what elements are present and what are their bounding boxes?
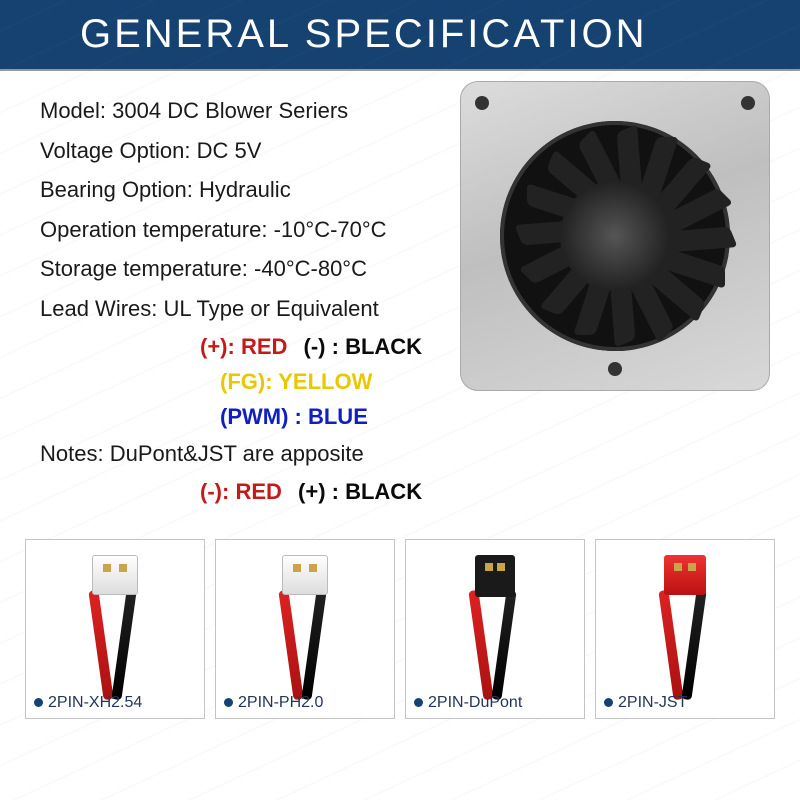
fan-hub (560, 181, 670, 291)
screw-hole (741, 96, 755, 110)
connector-label: 2PIN-XH2.54 (34, 694, 142, 712)
content-area: Model: 3004 DC Blower Seriers Voltage Op… (0, 71, 800, 509)
connector-card: 2PIN-DuPont (405, 539, 585, 719)
wire-colors-line4: (-): RED (+) : BLACK (40, 474, 480, 509)
spec-st-temp: Storage temperature: -40°C-80°C (40, 249, 480, 289)
header-bar: GENERAL SPECIFICATION (0, 0, 800, 71)
spec-list: Model: 3004 DC Blower Seriers Voltage Op… (40, 91, 480, 509)
wire-colors-line3: (PWM) : BLUE (40, 399, 480, 434)
connector-label: 2PIN-JST (604, 694, 687, 712)
plug-white (282, 555, 328, 595)
wire-red (658, 590, 683, 700)
page-title: GENERAL SPECIFICATION (80, 12, 648, 56)
connector-label: 2PIN-PH2.0 (224, 694, 323, 712)
wire-black (301, 590, 326, 700)
connector-label: 2PIN-DuPont (414, 694, 522, 712)
cable-graphic (216, 550, 394, 690)
wire-colors-line2: (FG): YELLOW (40, 364, 480, 399)
cable-graphic (26, 550, 204, 690)
screw-hole (608, 362, 622, 376)
wire-red (468, 590, 493, 700)
wire-colors-line1: (+): RED (-) : BLACK (40, 329, 480, 364)
cable-graphic (596, 550, 774, 690)
cable-graphic (406, 550, 584, 690)
spec-lead: Lead Wires: UL Type or Equivalent (40, 289, 480, 329)
wire-red (278, 590, 303, 700)
plug-red (664, 555, 706, 595)
connector-card: 2PIN-XH2.54 (25, 539, 205, 719)
spec-voltage: Voltage Option: DC 5V (40, 131, 480, 171)
fan-product-image (460, 81, 770, 391)
spec-op-temp: Operation temperature: -10°C-70°C (40, 210, 480, 250)
spec-notes: Notes: DuPont&JST are apposite (40, 434, 480, 474)
wire-black (111, 590, 136, 700)
wire-red (88, 590, 113, 700)
connector-card: 2PIN-PH2.0 (215, 539, 395, 719)
connector-card: 2PIN-JST (595, 539, 775, 719)
wire-black (681, 590, 706, 700)
screw-hole (475, 96, 489, 110)
spec-bearing: Bearing Option: Hydraulic (40, 170, 480, 210)
wire-black (491, 590, 516, 700)
connector-row: 2PIN-XH2.54 2PIN-PH2.0 2PIN-DuPont 2PIN-JST (0, 527, 800, 719)
plug-white (92, 555, 138, 595)
spec-model: Model: 3004 DC Blower Seriers (40, 91, 480, 131)
plug-dark (475, 555, 515, 597)
